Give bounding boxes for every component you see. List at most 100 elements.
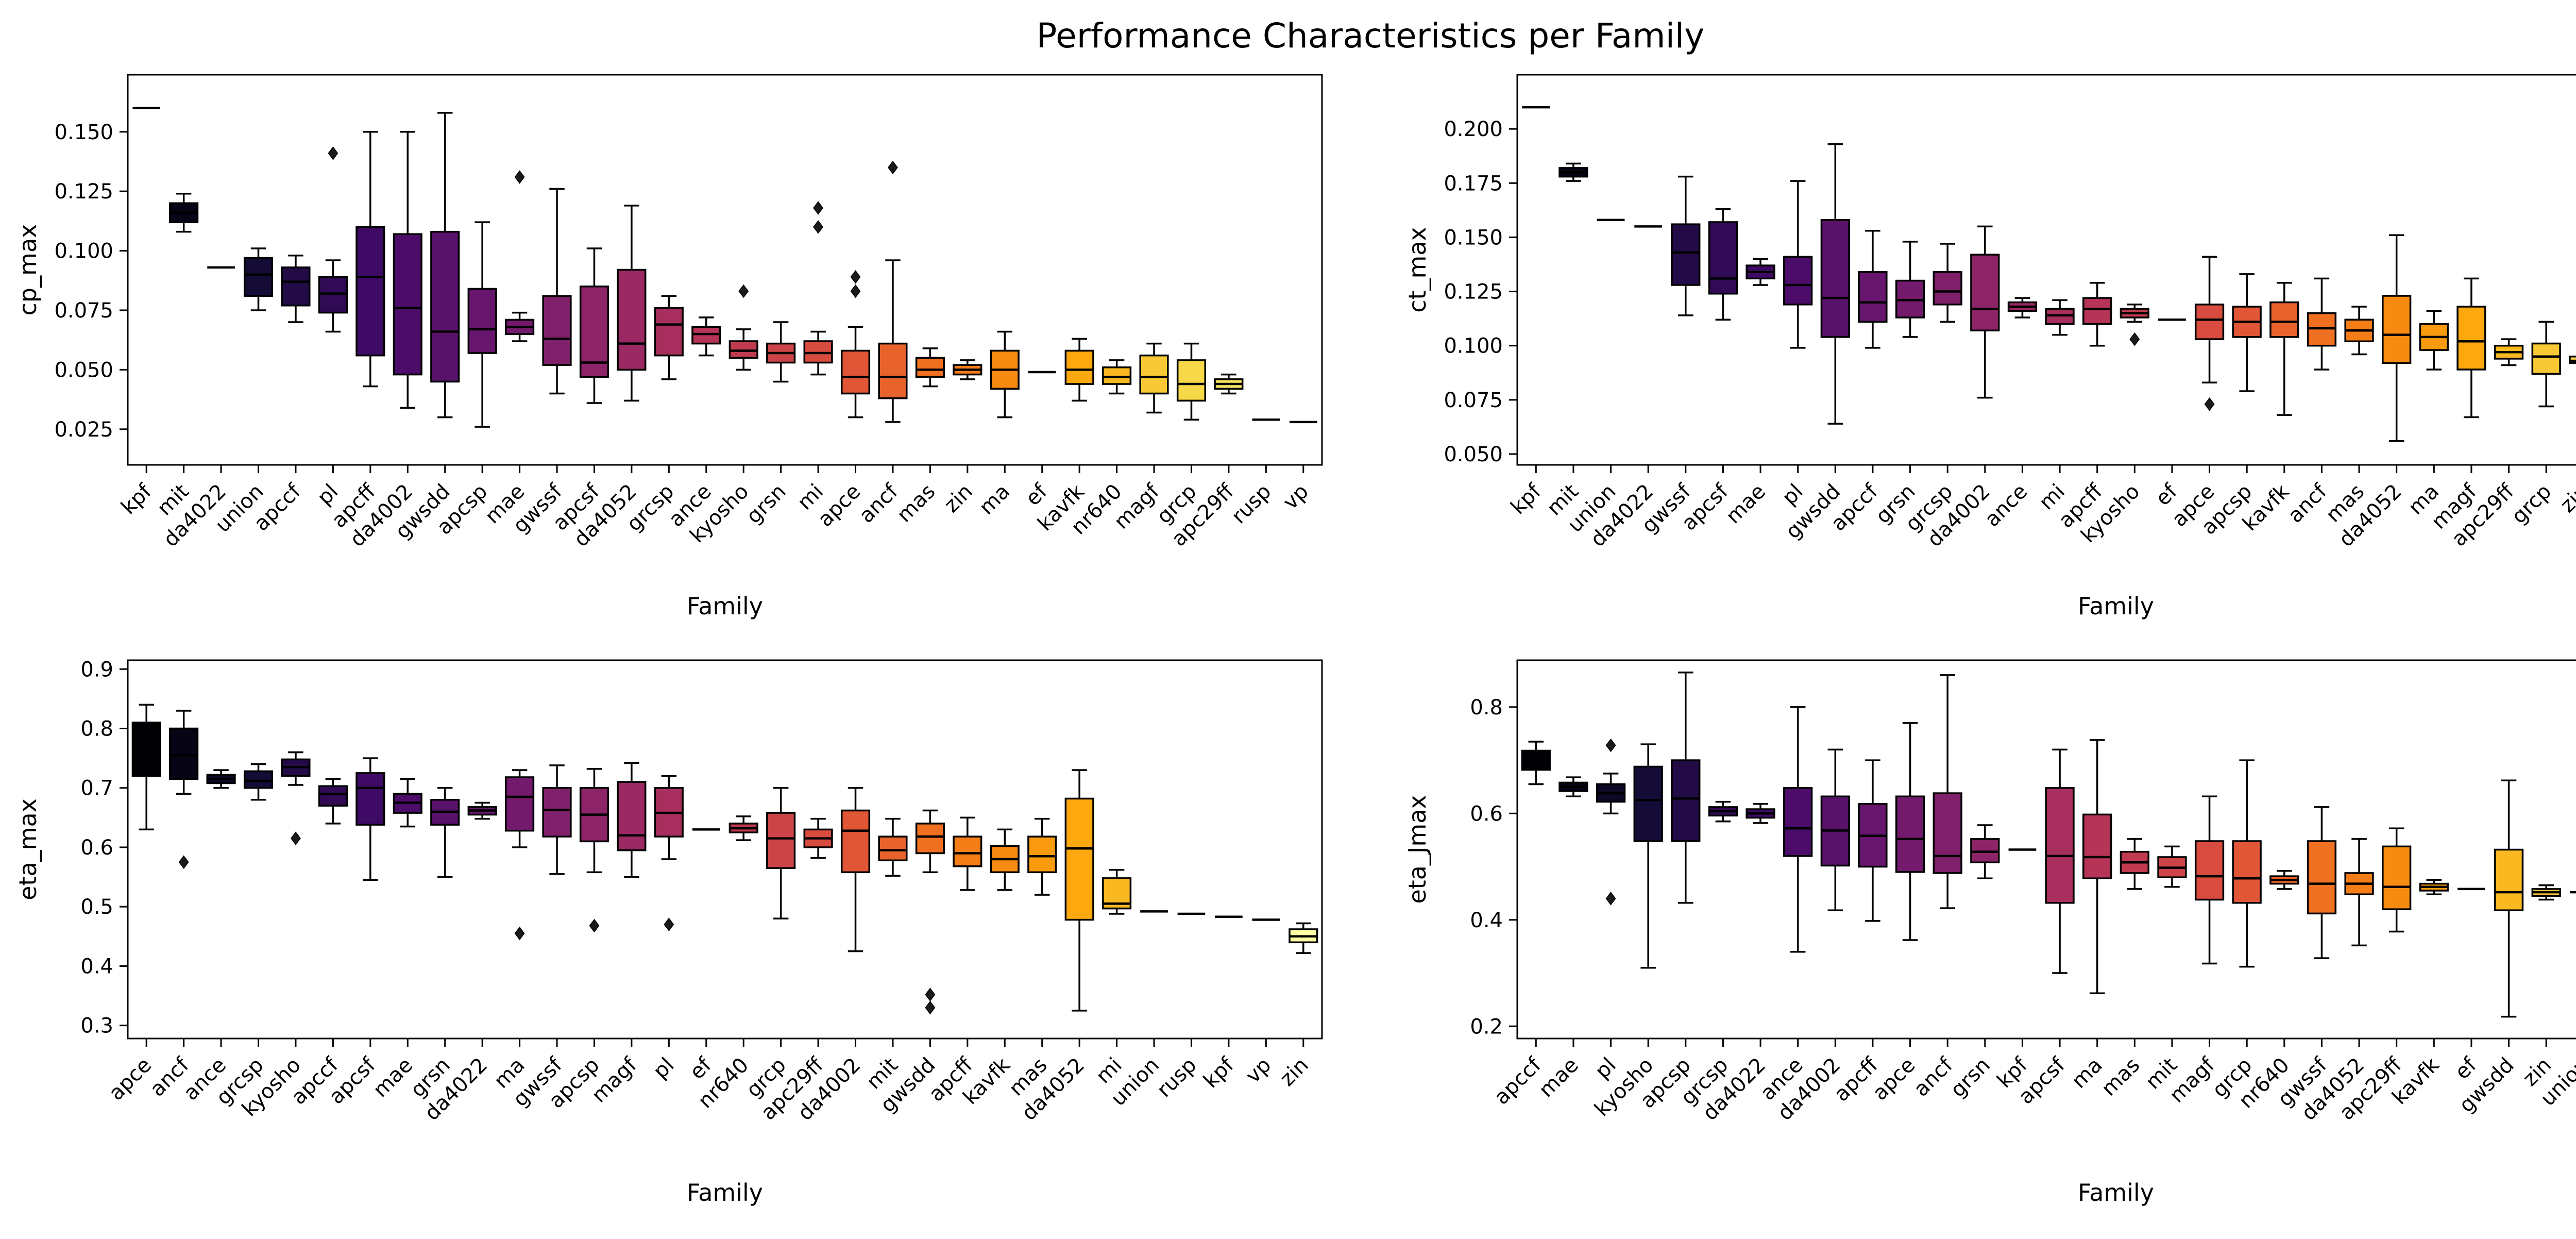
box-ancf: ancf — [1909, 674, 1962, 1101]
y-axis-label: eta_max — [14, 798, 42, 900]
x-tick-label: grsn — [1946, 1053, 1995, 1102]
x-tick-label: ancf — [2283, 479, 2332, 528]
x-tick-label: zin — [1276, 1053, 1313, 1091]
x-tick-label: apce — [814, 480, 866, 532]
y-tick-label: 0.100 — [54, 240, 113, 263]
x-tick-label: vp — [1279, 480, 1313, 514]
iqr-box — [1970, 254, 2000, 332]
x-tick-label: mas — [2097, 1053, 2144, 1101]
y-tick-label: 0.7 — [80, 777, 113, 800]
iqr-box — [2082, 297, 2112, 325]
iqr-box — [393, 233, 422, 376]
box-kpf: kpf — [1993, 848, 2037, 1093]
y-tick-label: 0.6 — [1470, 802, 1503, 826]
outlier-diamond — [925, 987, 936, 1001]
box-mae: mae — [1721, 258, 1775, 528]
iqr-box — [2194, 840, 2225, 901]
iqr-box — [1139, 354, 1169, 395]
box-pl: pl — [313, 146, 348, 510]
y-tick-label: 0.025 — [54, 418, 113, 442]
axes-frame — [127, 659, 1323, 1040]
iqr-box — [1102, 366, 1132, 385]
box-zin: zin — [1276, 922, 1318, 1091]
outlier-diamond — [514, 926, 525, 941]
iqr-box — [430, 230, 460, 383]
x-tick-label: pl — [649, 1053, 679, 1083]
y-tick-label: 0.050 — [54, 358, 113, 382]
box-apce: apce — [1868, 722, 1925, 1106]
y-tick-label: 0.2 — [1470, 1015, 1503, 1039]
box-mae: mae — [369, 778, 422, 1102]
iqr-box — [2082, 813, 2112, 880]
box-kpf: kpf — [116, 107, 161, 519]
iqr-box — [131, 722, 161, 777]
box-ance: ance — [1756, 706, 1813, 1105]
outlier-diamond — [738, 284, 749, 298]
figure-title: Performance Characteristics per Family — [1037, 16, 1705, 56]
y-tick-label: 0.075 — [1444, 389, 1503, 412]
iqr-box — [1858, 271, 1888, 323]
outlier-diamond — [2129, 332, 2140, 346]
x-axis-label: Family — [687, 592, 763, 620]
y-tick-label: 0.9 — [80, 658, 113, 681]
box-zin: zin — [940, 359, 982, 517]
box-rusp: rusp — [1227, 418, 1280, 528]
box-mae: mae — [1534, 776, 1588, 1102]
iqr-box — [1933, 792, 1962, 874]
iqr-box — [2494, 848, 2524, 911]
y-tick-label: 0.175 — [1444, 172, 1503, 195]
outlier-diamond — [850, 270, 861, 284]
y-tick-label: 0.4 — [80, 955, 113, 978]
iqr-box — [1027, 835, 1057, 874]
iqr-box — [2456, 306, 2486, 371]
iqr-box — [1708, 221, 1738, 295]
x-tick-label: vp — [1241, 1053, 1276, 1088]
iqr-box — [617, 269, 647, 371]
iqr-box — [467, 288, 497, 354]
iqr-box — [355, 772, 385, 826]
box-apccf: apccf — [287, 778, 348, 1109]
outlier-diamond — [291, 831, 301, 845]
outlier-diamond — [850, 284, 861, 298]
x-tick-label: ancf — [855, 479, 903, 528]
box-mi: mi — [1092, 869, 1132, 1088]
iqr-box — [318, 276, 348, 314]
iqr-box — [355, 226, 385, 357]
y-tick-label: 0.125 — [54, 180, 113, 204]
x-tick-label: rusp — [1153, 1053, 1201, 1102]
outlier-diamond — [888, 160, 898, 175]
box-gwssf: gwssf — [509, 188, 572, 538]
y-tick-label: 0.075 — [54, 299, 113, 323]
x-tick-label: kpf — [1199, 1053, 1239, 1093]
iqr-box — [654, 307, 684, 357]
box-kpf: kpf — [1199, 915, 1243, 1093]
x-tick-label: grsn — [742, 480, 791, 529]
outlier-diamond — [328, 146, 338, 160]
outlier-diamond — [514, 170, 525, 184]
y-tick-label: 0.3 — [80, 1014, 113, 1038]
x-tick-label: grcp — [2507, 480, 2556, 529]
y-tick-label: 0.4 — [1470, 909, 1503, 932]
x-tick-label: magf — [587, 1053, 642, 1108]
box-vp: vp — [1279, 421, 1317, 514]
iqr-box — [840, 809, 871, 874]
y-tick-label: 0.150 — [54, 121, 113, 144]
iqr-box — [505, 776, 535, 832]
x-axis-label: Family — [2078, 592, 2154, 620]
y-axis-label: eta_Jmax — [1403, 795, 1431, 903]
x-tick-label: apce — [1868, 1053, 1920, 1106]
box-gwssf: gwssf — [1637, 175, 1701, 538]
outlier-diamond — [1605, 738, 1616, 752]
box-apcsf: apcsf — [2014, 748, 2075, 1109]
box-mit: mit — [2141, 845, 2187, 1094]
x-axis-label: Family — [2078, 1179, 2154, 1207]
iqr-box — [2045, 787, 2075, 904]
y-tick-label: 0.200 — [1444, 118, 1503, 141]
y-tick-label: 0.8 — [80, 717, 113, 741]
x-tick-label: ma — [975, 480, 1014, 520]
box-ef: ef — [685, 828, 720, 1084]
iqr-box — [2269, 301, 2299, 338]
subplot-eta_max: 0.3 0.4 0.5 0.6 0.7 0.8 0.9 eta_max Family apcean… — [14, 658, 1323, 1207]
box-grsn: grsn — [406, 786, 460, 1102]
outlier-diamond — [589, 918, 600, 933]
